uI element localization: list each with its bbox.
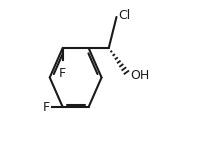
Text: OH: OH [130, 69, 150, 82]
Text: F: F [43, 101, 50, 113]
Text: Cl: Cl [118, 9, 130, 22]
Text: F: F [59, 66, 66, 80]
